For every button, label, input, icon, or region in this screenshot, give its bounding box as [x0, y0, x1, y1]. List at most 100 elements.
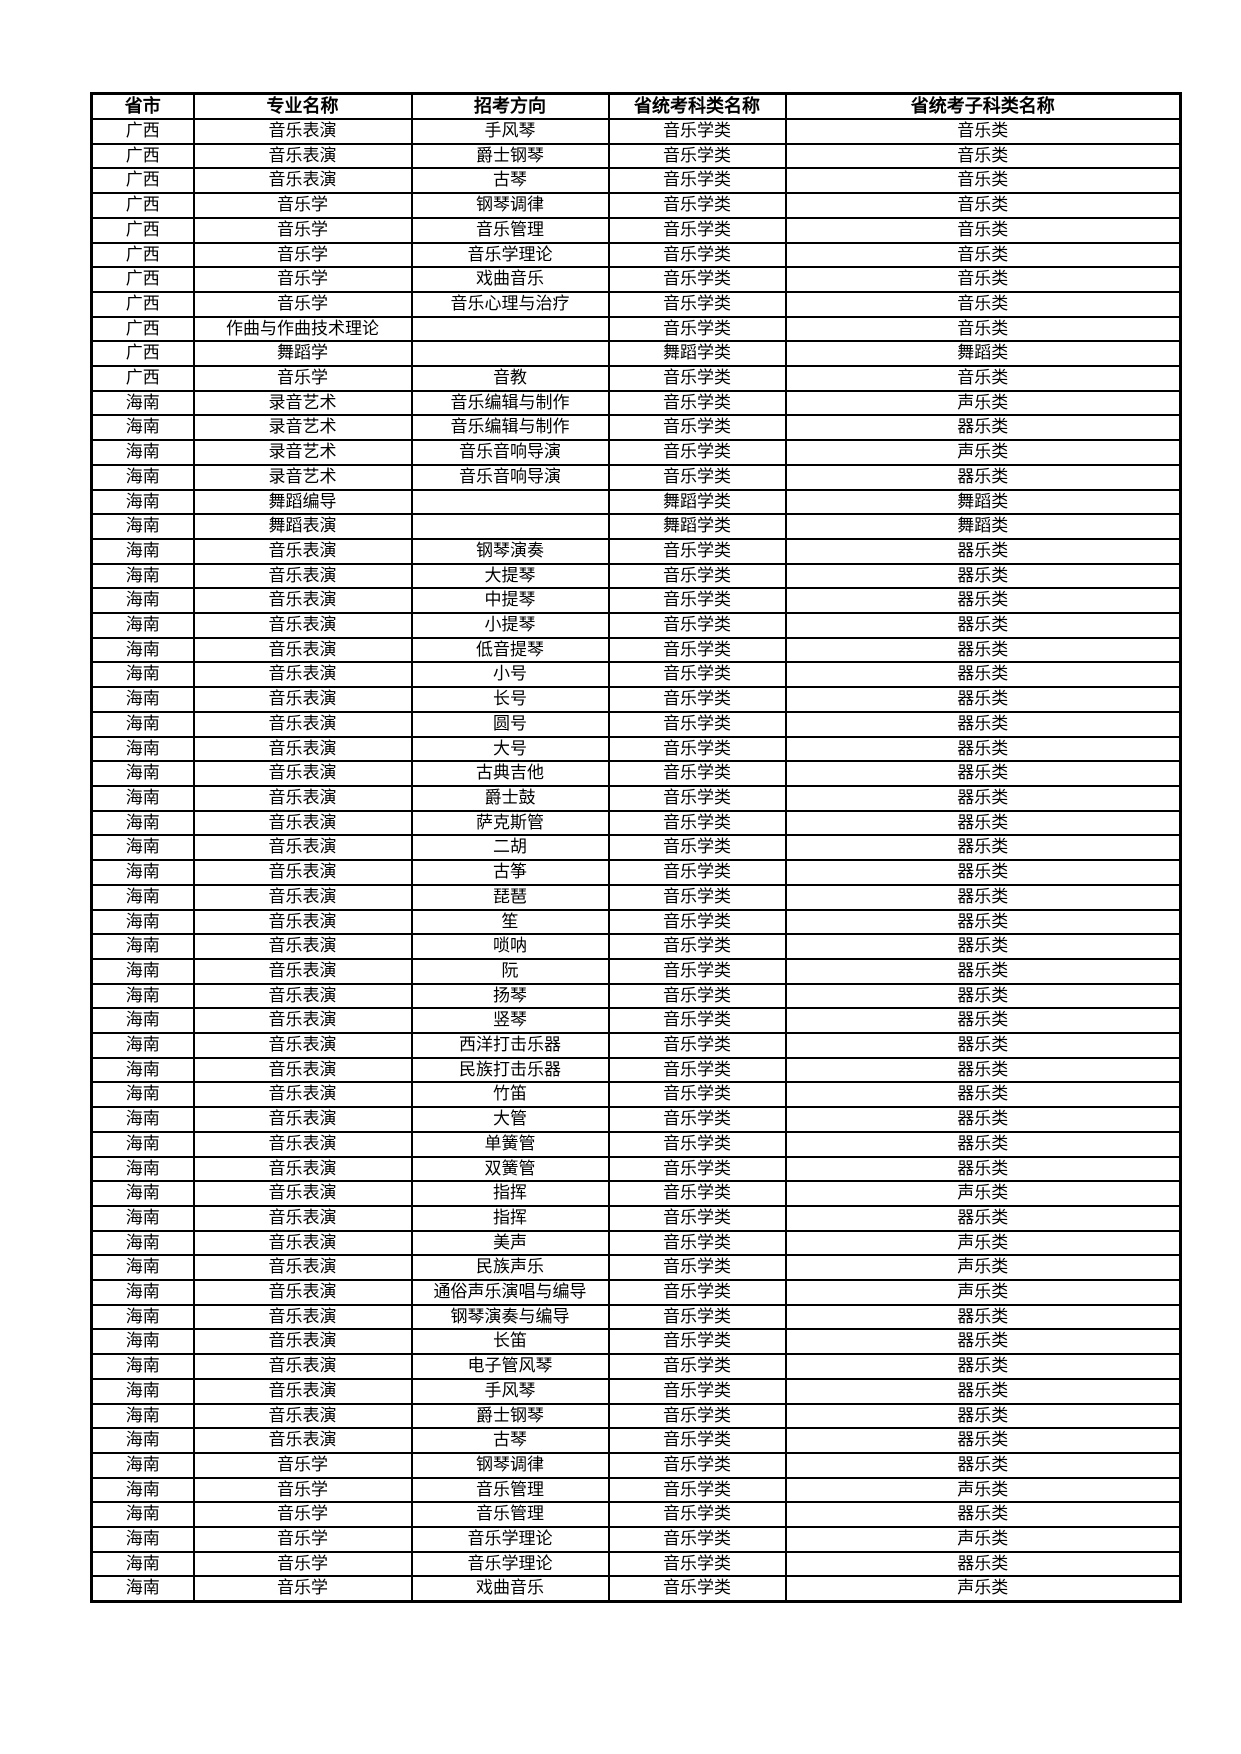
table-cell: 音乐学类	[607, 414, 787, 442]
table-cell: 舞蹈类	[784, 488, 1182, 516]
table-cell: 器乐类	[784, 859, 1182, 886]
table-cell: 海南	[90, 414, 195, 442]
table-cell: 音乐学类	[607, 1526, 787, 1553]
table-cell: 广西	[90, 315, 195, 343]
table-cell: 音乐表演	[192, 735, 413, 763]
table-cell: 器乐类	[784, 735, 1182, 763]
table-row: 广西 音乐表演 爵士钢琴 音乐学类 音乐类	[90, 142, 1182, 170]
table-cell: 海南	[90, 636, 195, 664]
table-cell: 指挥	[410, 1180, 610, 1207]
table-cell: 器乐类	[784, 661, 1182, 689]
table-cell: 器乐类	[784, 982, 1182, 1010]
table-cell: 海南	[90, 612, 195, 639]
table-row: 海南 音乐表演 电子管风琴 音乐学类 器乐类	[90, 1353, 1182, 1380]
table-cell: 小号	[410, 661, 610, 689]
table-cell: 音乐学类	[607, 587, 787, 615]
table-row: 广西 音乐学 音乐心理与治疗 音乐学类 音乐类	[90, 290, 1182, 318]
table-cell: 声乐类	[784, 1526, 1182, 1553]
table-cell: 音乐表演	[192, 1130, 413, 1158]
table-cell: 音乐表演	[192, 1353, 413, 1380]
table-cell: 海南	[90, 859, 195, 886]
table-cell: 音乐表演	[192, 1056, 413, 1084]
table-cell: 海南	[90, 1081, 195, 1109]
table-cell: 唢呐	[410, 933, 610, 960]
column-header: 招考方向	[410, 92, 610, 120]
table-row: 海南 音乐表演 长笛 音乐学类 器乐类	[90, 1328, 1182, 1356]
table-cell: 戏曲音乐	[410, 1575, 610, 1603]
table-cell: 音乐学类	[607, 1476, 787, 1504]
table-cell: 音乐学类	[607, 859, 787, 886]
table-cell: 音乐学类	[607, 118, 787, 145]
table-cell: 音乐学类	[607, 1081, 787, 1109]
table-cell: 音乐表演	[192, 1279, 413, 1306]
table-cell: 器乐类	[784, 1377, 1182, 1405]
table-row: 广西 舞蹈学 舞蹈学类 舞蹈类	[90, 340, 1182, 368]
table-row: 海南 音乐表演 爵士鼓 音乐学类 器乐类	[90, 784, 1182, 812]
table-row: 海南 音乐表演 唢呐 音乐学类 器乐类	[90, 933, 1182, 960]
table-row: 海南 音乐表演 民族声乐 音乐学类 声乐类	[90, 1254, 1182, 1282]
table-cell: 器乐类	[784, 784, 1182, 812]
table-cell: 音乐学类	[607, 908, 787, 936]
table-row: 海南 音乐学 钢琴调律 音乐学类 器乐类	[90, 1451, 1182, 1479]
table-cell: 音乐学类	[607, 1229, 787, 1257]
table-row: 广西 音乐表演 古琴 音乐学类 音乐类	[90, 167, 1182, 195]
table-cell: 音乐学类	[607, 612, 787, 639]
table-cell: 音乐学类	[607, 290, 787, 318]
table-row: 海南 音乐表演 小提琴 音乐学类 器乐类	[90, 612, 1182, 639]
table-cell: 声乐类	[784, 1180, 1182, 1207]
table-cell: 音乐表演	[192, 1254, 413, 1282]
table-row: 海南 音乐表演 琵琶 音乐学类 器乐类	[90, 883, 1182, 911]
table-cell: 器乐类	[784, 1303, 1182, 1331]
table-cell: 萨克斯管	[410, 809, 610, 837]
table-cell: 舞蹈学类	[607, 488, 787, 516]
table-cell: 西洋打击乐器	[410, 1032, 610, 1059]
table-row: 广西 作曲与作曲技术理论 音乐学类 音乐类	[90, 315, 1182, 343]
table-cell: 音乐学类	[607, 809, 787, 837]
table-cell: 指挥	[410, 1204, 610, 1232]
table-cell: 器乐类	[784, 636, 1182, 664]
table-cell: 器乐类	[784, 587, 1182, 615]
table-cell: 舞蹈表演	[192, 513, 413, 540]
table-cell: 广西	[90, 167, 195, 195]
table-cell: 音乐学	[192, 216, 413, 244]
table-row: 海南 音乐表演 钢琴演奏与编导 音乐学类 器乐类	[90, 1303, 1182, 1331]
table-cell: 海南	[90, 537, 195, 565]
table-cell: 音乐学类	[607, 192, 787, 219]
table-cell: 音乐学理论	[410, 241, 610, 269]
table-cell: 音乐表演	[192, 537, 413, 565]
table-cell: 声乐类	[784, 389, 1182, 417]
table-cell: 音教	[410, 365, 610, 392]
table-row: 广西 音乐学 音乐管理 音乐学类 音乐类	[90, 216, 1182, 244]
table-cell: 音乐表演	[192, 1303, 413, 1331]
table-cell: 音乐学类	[607, 735, 787, 763]
table-cell: 音乐学类	[607, 1377, 787, 1405]
table-cell: 音乐学	[192, 1550, 413, 1578]
table-cell: 大号	[410, 735, 610, 763]
table-cell: 海南	[90, 513, 195, 540]
table-cell: 海南	[90, 686, 195, 713]
table-cell: 音乐表演	[192, 883, 413, 911]
table-cell: 音乐学	[192, 241, 413, 269]
table-cell: 音乐表演	[192, 834, 413, 862]
table-row: 广西 音乐学 戏曲音乐 音乐学类 音乐类	[90, 266, 1182, 293]
table-row: 海南 音乐表演 西洋打击乐器 音乐学类 器乐类	[90, 1032, 1182, 1059]
table-cell: 音乐表演	[192, 859, 413, 886]
table-cell: 海南	[90, 883, 195, 911]
table-cell: 器乐类	[784, 1328, 1182, 1356]
table-cell: 作曲与作曲技术理论	[192, 315, 413, 343]
table-cell: 器乐类	[784, 686, 1182, 713]
table-cell: 音乐表演	[192, 118, 413, 145]
table-cell: 音乐音响导演	[410, 439, 610, 466]
table-row: 海南 音乐表演 指挥 音乐学类 声乐类	[90, 1180, 1182, 1207]
table-cell: 海南	[90, 809, 195, 837]
table-cell: 声乐类	[784, 1229, 1182, 1257]
table-cell: 音乐类	[784, 290, 1182, 318]
table-cell: 音乐学类	[607, 1056, 787, 1084]
table-cell: 器乐类	[784, 1155, 1182, 1183]
table-cell: 海南	[90, 1229, 195, 1257]
table-cell: 音乐学类	[607, 784, 787, 812]
table-cell: 民族声乐	[410, 1254, 610, 1282]
table-cell: 音乐学	[192, 1476, 413, 1504]
table-row: 海南 音乐表演 长号 音乐学类 器乐类	[90, 686, 1182, 713]
table-row: 海南 音乐表演 二胡 音乐学类 器乐类	[90, 834, 1182, 862]
